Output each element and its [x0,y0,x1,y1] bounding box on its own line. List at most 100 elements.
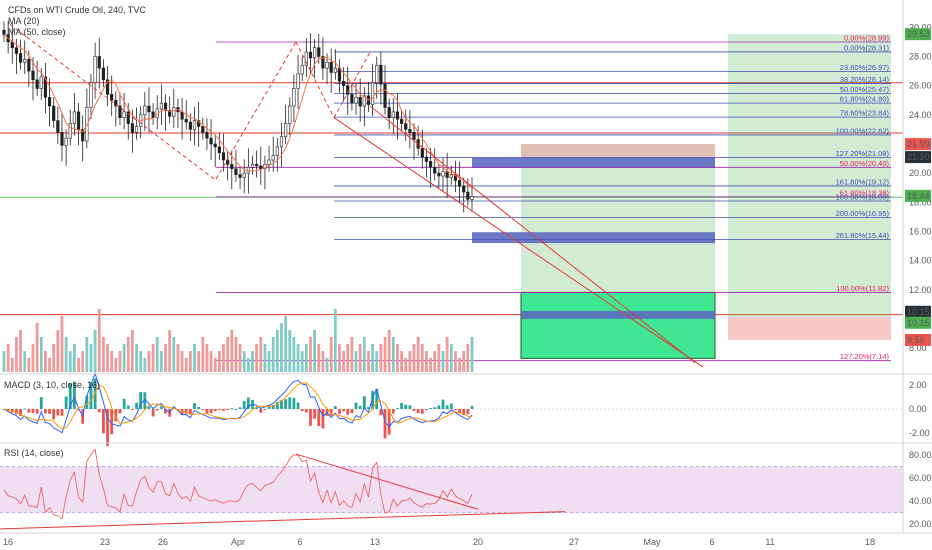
candle-body[interactable] [437,172,441,177]
dashed-pullback-line[interactable] [295,41,335,118]
candle-body[interactable] [60,131,64,146]
candle-body[interactable] [47,96,52,107]
support-box[interactable] [472,232,715,244]
candle-body[interactable] [105,79,110,95]
second-stop-zone[interactable] [728,316,891,340]
candle-body[interactable] [304,51,308,66]
candle-body[interactable] [97,56,101,69]
candle-body[interactable] [180,111,184,120]
candle-body[interactable] [441,171,445,177]
rsi-descending-trendline[interactable] [295,453,479,510]
candle-body[interactable] [300,64,304,75]
candle-body[interactable] [362,95,366,107]
candle-body[interactable] [453,174,458,181]
candle-body[interactable] [325,61,329,69]
rsi-ascending-trendline[interactable] [0,511,566,530]
candle-body[interactable] [358,96,362,107]
channel-lower-line[interactable] [333,117,704,368]
candle-body[interactable] [408,129,412,133]
candle-body[interactable] [375,64,379,84]
candle-body[interactable] [18,53,23,63]
candle-body[interactable] [470,196,474,200]
candle-body[interactable] [188,121,192,130]
candle-body[interactable] [387,107,391,119]
candle-body[interactable] [279,136,284,148]
candle-body[interactable] [168,110,172,117]
price-pane[interactable] [2,20,704,368]
candle-body[interactable] [43,76,48,98]
candle-body[interactable] [296,73,300,89]
candle-body[interactable] [462,185,466,193]
macd-pane[interactable] [0,371,903,447]
candle-body[interactable] [27,59,31,72]
candle-body[interactable] [308,51,313,59]
candle-body[interactable] [250,164,255,168]
long-position-stop-zone[interactable] [521,144,715,159]
candle-body[interactable] [404,123,408,130]
candle-body[interactable] [68,123,72,139]
candle-body[interactable] [89,82,93,108]
candle-body[interactable] [379,64,383,85]
candle-body[interactable] [230,164,234,170]
candle-body[interactable] [333,67,337,73]
candle-body[interactable] [114,99,118,107]
candle-body[interactable] [329,61,333,73]
candle-body[interactable] [118,105,122,119]
candle-body[interactable] [275,146,279,156]
candle-body[interactable] [14,47,19,54]
candle-body[interactable] [433,166,437,174]
dashed-uptrend-line[interactable] [215,41,297,180]
candle-body[interactable] [134,126,139,133]
candle-body[interactable] [81,129,85,142]
candle-body[interactable] [383,83,387,108]
candle-body[interactable] [76,111,81,130]
candle-body[interactable] [354,96,358,104]
candle-body[interactable] [39,76,43,89]
candle-body[interactable] [412,131,416,140]
candle-body[interactable] [255,164,259,167]
candle-body[interactable] [292,88,296,107]
candle-body[interactable] [350,94,354,104]
candle-body[interactable] [205,131,209,139]
channel-upper-line[interactable] [369,105,696,364]
rsi-pane[interactable] [0,448,903,530]
candle-body[interactable] [234,168,238,175]
candle-body[interactable] [143,105,147,116]
candle-body[interactable] [242,172,246,178]
resistance-box[interactable] [472,157,715,169]
candle-body[interactable] [72,111,77,124]
candle-body[interactable] [184,118,188,123]
candle-body[interactable] [466,191,470,200]
dashed-downtrend-line[interactable] [9,23,217,181]
candle-body[interactable] [2,29,6,35]
candle-body[interactable] [226,159,230,165]
candle-body[interactable] [159,102,163,110]
candle-body[interactable] [110,94,114,101]
candle-body[interactable] [284,123,288,137]
candle-body[interactable] [201,126,205,133]
candle-body[interactable] [420,148,424,158]
candle-body[interactable] [56,120,60,133]
candle-body[interactable] [337,67,342,82]
candle-body[interactable] [395,111,400,120]
candle-body[interactable] [31,70,35,81]
candle-body[interactable] [317,47,321,57]
candle-body[interactable] [130,123,134,133]
candle-body[interactable] [449,174,453,178]
candle-body[interactable] [122,111,126,119]
candle-body[interactable] [52,105,56,121]
candle-body[interactable] [126,111,130,124]
candle-body[interactable] [217,146,221,154]
candle-body[interactable] [238,174,242,178]
candle-body[interactable] [93,56,97,84]
candle-body[interactable] [271,155,275,161]
candle-body[interactable] [321,56,325,69]
candle-body[interactable] [64,137,68,146]
candle-body[interactable] [457,180,462,187]
candle-body[interactable] [147,105,151,113]
dashed-bounce-line[interactable] [333,51,371,118]
candle-body[interactable] [267,159,271,165]
candle-body[interactable] [288,105,292,124]
candle-body[interactable] [424,156,429,162]
